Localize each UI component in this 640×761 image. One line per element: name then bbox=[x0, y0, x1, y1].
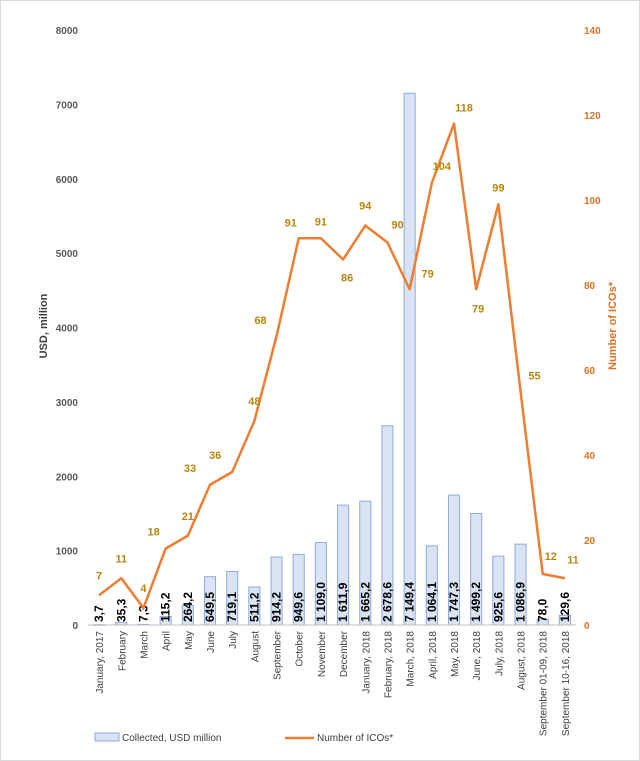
line-data-label: 99 bbox=[492, 182, 504, 194]
x-tick-label: October bbox=[295, 630, 306, 666]
y2-tick-label: 60 bbox=[584, 366, 596, 377]
x-tick-label: September 01-09, 2018 bbox=[539, 631, 550, 737]
x-tick-label: May, 2018 bbox=[450, 631, 461, 677]
line-data-label: 79 bbox=[472, 303, 484, 315]
line-data-label: 104 bbox=[433, 161, 452, 173]
legend-bar-label: Collected, USD million bbox=[122, 733, 221, 744]
line-data-label: 11 bbox=[115, 553, 127, 565]
x-tick-label: December bbox=[339, 630, 350, 677]
bar-data-label: 914,2 bbox=[270, 592, 284, 622]
line-data-label: 12 bbox=[545, 551, 557, 563]
bar-data-label: 264,2 bbox=[181, 592, 195, 622]
x-tick-label: June bbox=[206, 631, 217, 653]
line-data-label: 21 bbox=[182, 511, 194, 523]
line-data-label: 91 bbox=[285, 217, 297, 229]
bar-data-label: 925,6 bbox=[491, 592, 505, 622]
line-data-label: 36 bbox=[209, 450, 221, 462]
x-tick-label: September bbox=[273, 630, 284, 680]
bar-data-label: 1 665,2 bbox=[358, 582, 372, 622]
legend-line-label: Number of ICOs* bbox=[317, 733, 393, 744]
bar-data-label: 1 064,1 bbox=[425, 582, 439, 622]
line-data-label: 90 bbox=[391, 220, 403, 232]
line-data-label: 4 bbox=[140, 583, 147, 595]
bar-data-label: 78,0 bbox=[536, 598, 550, 622]
y-tick-label: 1000 bbox=[56, 547, 79, 558]
bar-data-label: 1 109,0 bbox=[314, 582, 328, 622]
x-tick-label: May bbox=[184, 631, 195, 650]
y2-tick-label: 100 bbox=[584, 196, 601, 207]
line-data-label: 7 bbox=[96, 570, 102, 582]
y-tick-label: 2000 bbox=[56, 472, 79, 483]
y-tick-label: 7000 bbox=[56, 100, 79, 111]
bar-data-label: 7,3 bbox=[136, 605, 150, 622]
ico-count-line bbox=[98, 122, 566, 610]
y-tick-label: 8000 bbox=[56, 26, 79, 37]
y-tick-label: 0 bbox=[72, 621, 78, 632]
line-data-label: 79 bbox=[422, 268, 434, 280]
x-tick-label: April bbox=[162, 631, 173, 651]
line-data-label: 68 bbox=[254, 315, 266, 327]
x-tick-label: August, 2018 bbox=[517, 631, 528, 690]
x-tick-label: March, 2018 bbox=[406, 631, 417, 687]
x-tick-label: February bbox=[117, 631, 128, 671]
y2-tick-label: 140 bbox=[584, 26, 601, 37]
bar-data-label: 129,6 bbox=[558, 592, 572, 622]
line-data-label: 91 bbox=[315, 216, 327, 228]
y-tick-label: 3000 bbox=[56, 398, 79, 409]
x-tick-label: March bbox=[139, 631, 150, 659]
y-tick-label: 4000 bbox=[56, 324, 79, 335]
line-data-label: 86 bbox=[341, 273, 353, 285]
x-tick-label: July, 2018 bbox=[494, 631, 505, 676]
line-data-label: 118 bbox=[455, 103, 473, 115]
bar-data-label: 115,2 bbox=[159, 592, 173, 622]
bar-data-label: 1 611,9 bbox=[336, 582, 350, 622]
x-tick-label: November bbox=[317, 630, 328, 677]
y-tick-label: 6000 bbox=[56, 175, 79, 186]
line-data-label: 11 bbox=[567, 554, 579, 566]
y-axis-title: USD, million bbox=[38, 293, 50, 358]
bar-data-label: 2 678,6 bbox=[380, 582, 394, 622]
y2-tick-label: 120 bbox=[584, 111, 601, 122]
bar-data-label: 7 149,4 bbox=[403, 582, 417, 622]
bar-data-label: 511,2 bbox=[247, 592, 261, 622]
y2-tick-label: 20 bbox=[584, 536, 596, 547]
x-tick-label: September 10-16, 2018 bbox=[561, 631, 572, 737]
bar-data-label: 3,7 bbox=[92, 605, 106, 622]
line-data-label: 33 bbox=[184, 463, 196, 475]
y2-tick-label: 80 bbox=[584, 281, 596, 292]
line-data-label: 48 bbox=[248, 396, 260, 408]
bar-data-label: 1 086,9 bbox=[514, 582, 528, 622]
x-tick-label: April, 2018 bbox=[428, 631, 439, 679]
bar-data-label: 1 747,3 bbox=[447, 582, 461, 622]
bar-data-label: 949,6 bbox=[292, 592, 306, 622]
legend-bar-swatch bbox=[94, 732, 120, 742]
bar-data-label: 1 499,2 bbox=[469, 582, 483, 622]
bar-data-label: 719,1 bbox=[225, 592, 239, 622]
bar-data-label: 35,3 bbox=[114, 598, 128, 622]
x-tick-label: July bbox=[228, 631, 239, 649]
line-data-label: 18 bbox=[148, 527, 160, 539]
y2-tick-label: 40 bbox=[584, 451, 596, 462]
bar bbox=[403, 92, 416, 626]
line-data-label: 55 bbox=[528, 370, 540, 382]
y-tick-label: 5000 bbox=[56, 249, 79, 260]
y2-tick-label: 0 bbox=[584, 621, 590, 632]
bar-data-label: 649,5 bbox=[203, 592, 217, 622]
x-tick-label: January, 2018 bbox=[361, 631, 372, 694]
x-tick-label: August bbox=[250, 631, 261, 662]
x-tick-label: January, 2017 bbox=[95, 631, 106, 694]
line-data-label: 94 bbox=[359, 201, 372, 213]
x-tick-label: February, 2018 bbox=[383, 631, 394, 699]
x-tick-label: June, 2018 bbox=[472, 631, 483, 681]
y2-axis-title: Number of ICOs* bbox=[607, 281, 619, 370]
